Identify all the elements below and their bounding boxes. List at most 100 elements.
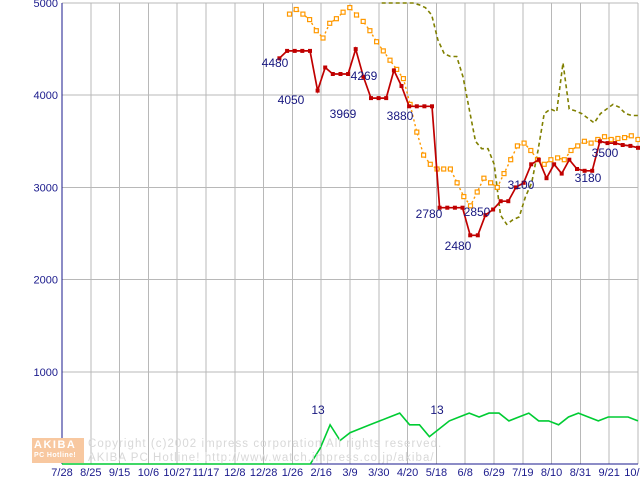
- orange-marker: [427, 161, 433, 167]
- orange-marker: [340, 9, 346, 15]
- price-annotation: 2850: [464, 205, 491, 219]
- red-marker: [544, 176, 549, 181]
- price-annotation: 3100: [508, 178, 535, 192]
- orange-marker: [447, 166, 453, 172]
- price-annotation: 4269: [351, 69, 378, 83]
- orange-marker: [628, 133, 634, 139]
- x-tick-label: 8/10: [541, 467, 562, 479]
- red-marker: [277, 56, 282, 61]
- price-annotation: 2780: [416, 207, 443, 221]
- price-annotation: 4480: [262, 56, 289, 70]
- x-tick-label: 8/25: [80, 467, 101, 479]
- x-tick-label: 9/21: [598, 467, 619, 479]
- orange-marker: [414, 129, 420, 135]
- orange-marker: [514, 143, 521, 149]
- red-marker: [475, 233, 480, 238]
- y-tick-label: 1000: [34, 367, 58, 379]
- orange-marker: [293, 6, 299, 13]
- green-annotation: 13: [430, 403, 444, 417]
- red-marker: [575, 167, 579, 171]
- orange-marker: [286, 11, 293, 17]
- red-marker: [460, 205, 465, 210]
- orange-marker: [467, 203, 474, 209]
- red-marker: [422, 104, 427, 109]
- red-marker: [498, 199, 503, 204]
- red-marker: [636, 145, 640, 150]
- red-marker: [414, 104, 419, 109]
- orange-marker: [588, 140, 594, 146]
- x-axis-tick-labels: 7/28 8/25 9/15 10/6 10/27 11/17 12/8 12/28 1/26 2…: [51, 467, 640, 479]
- price-annotation: 3880: [387, 109, 414, 123]
- red-marker: [613, 141, 618, 146]
- x-tick-label: 10/27: [163, 467, 191, 479]
- orange-marker: [313, 28, 319, 34]
- y-tick-label: 5000: [34, 0, 58, 10]
- x-tick-label: 12/8: [224, 467, 245, 479]
- red-marker: [491, 207, 496, 212]
- orange-marker: [327, 20, 333, 26]
- red-marker: [506, 199, 511, 204]
- watermark-copyright-line: Copyright (c)2002 impress corporation Al…: [88, 438, 443, 450]
- y-tick-label: 3000: [34, 182, 58, 194]
- orange-marker: [621, 135, 628, 141]
- orange-marker: [367, 28, 373, 34]
- red-marker: [590, 168, 595, 173]
- data-point-annotations: 4480 4050 3969 4269 3880 2780 2480 2850 3100 3180…: [262, 56, 619, 253]
- orange-marker: [581, 138, 588, 144]
- x-tick-label: 12/28: [250, 467, 278, 479]
- orange-marker: [374, 39, 380, 45]
- orange-marker: [608, 136, 614, 143]
- orange-marker: [635, 136, 640, 143]
- orange-marker: [380, 48, 386, 54]
- price-annotation: 2480: [445, 239, 472, 253]
- series-orange-max: [286, 4, 640, 209]
- olive-high-line: [381, 2, 638, 226]
- x-tick-label: 11/17: [193, 467, 220, 479]
- x-tick-label: 5/18: [426, 467, 447, 479]
- red-marker: [300, 48, 305, 53]
- orange-marker: [441, 166, 447, 172]
- x-tick-label: 4/20: [397, 467, 418, 479]
- red-marker: [369, 96, 373, 101]
- orange-marker: [528, 147, 534, 154]
- orange-marker: [421, 152, 427, 158]
- price-annotation: 3500: [592, 146, 619, 160]
- red-marker: [391, 68, 396, 73]
- x-tick-label: 9/15: [109, 467, 130, 479]
- red-marker: [468, 233, 473, 238]
- green-count-line: [62, 412, 639, 465]
- red-marker: [445, 205, 450, 210]
- red-marker: [567, 157, 572, 162]
- red-marker: [529, 162, 534, 167]
- red-marker: [308, 48, 312, 53]
- orange-marker: [474, 189, 480, 195]
- y-axis-tick-labels: 010002000300040005000: [34, 0, 58, 465]
- orange-marker: [353, 12, 360, 18]
- watermark-url-line: AKIBA PC Hotline! http://www.watch.impre…: [88, 452, 435, 464]
- red-marker: [521, 180, 526, 185]
- red-marker: [605, 141, 610, 146]
- x-tick-label: 3/30: [368, 467, 389, 479]
- orange-marker: [501, 171, 507, 177]
- orange-marker: [615, 135, 621, 142]
- red-marker: [384, 96, 389, 101]
- x-tick-label: 8/31: [570, 467, 591, 479]
- orange-marker: [481, 175, 487, 181]
- orange-marker: [561, 157, 567, 163]
- price-annotation: 4050: [278, 93, 305, 107]
- x-tick-label: 10/12: [624, 467, 640, 479]
- red-marker: [407, 104, 412, 109]
- x-tick-label: 7/19: [512, 467, 533, 479]
- red-marker: [353, 47, 358, 52]
- orange-marker: [548, 157, 554, 163]
- orange-marker: [333, 16, 339, 22]
- orange-marker: [575, 143, 581, 149]
- orange-marker: [568, 147, 574, 154]
- series-green-count: 13 13: [62, 403, 639, 465]
- orange-marker: [601, 134, 608, 140]
- series-red-price: [277, 46, 640, 238]
- akiba-pc-hotline-logo: AKIBA PC Hotline!: [32, 438, 84, 463]
- orange-marker: [347, 4, 353, 11]
